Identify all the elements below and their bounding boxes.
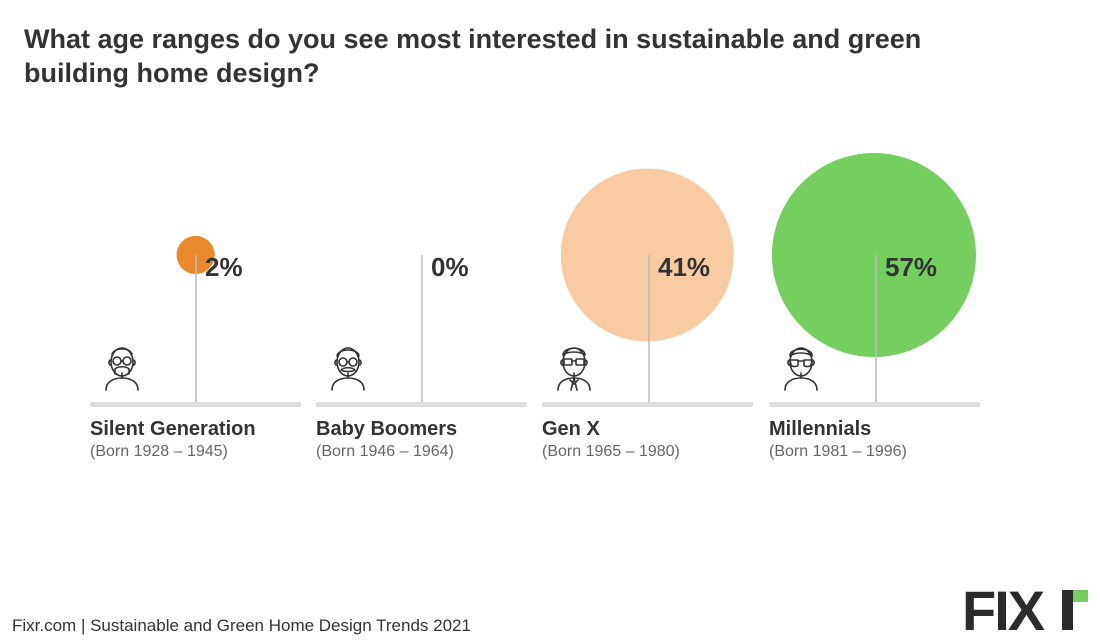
baseline-segment [769, 402, 980, 407]
baseline-segment [316, 402, 527, 407]
chart-title: What age ranges do you see most interest… [24, 24, 922, 88]
baseline-segment [90, 402, 301, 407]
man-with-glasses-and-mustache-icon [331, 347, 365, 391]
bubble-millennials [771, 153, 976, 357]
category-subtitle: (Born 1965 – 1980) [542, 443, 680, 460]
category-name: Gen X [542, 418, 600, 440]
man-with-sunglasses-icon [784, 347, 818, 391]
category-subtitle: (Born 1981 – 1996) [769, 443, 907, 460]
bubble-gen-x [560, 168, 734, 342]
old-man-with-glasses-and-mustache-icon [105, 347, 139, 391]
baseline-segment [542, 402, 753, 407]
svg-text:FIX: FIX [962, 584, 1045, 634]
category-name: Millennials [769, 418, 872, 440]
category-subtitle: (Born 1928 – 1945) [90, 443, 228, 460]
category-name: Baby Boomers [316, 418, 458, 440]
category-name: Silent Generation [90, 418, 256, 440]
value-label: 41% [658, 252, 710, 282]
fixr-logo: FIX [962, 584, 1088, 634]
value-label: 2% [205, 252, 243, 282]
footer-source: Fixr.com | Sustainable and Green Home De… [12, 616, 471, 635]
value-label: 57% [885, 252, 937, 282]
value-label: 0% [431, 252, 469, 282]
man-with-glasses-and-suit-icon [557, 347, 591, 391]
category-subtitle: (Born 1946 – 1964) [316, 443, 454, 460]
